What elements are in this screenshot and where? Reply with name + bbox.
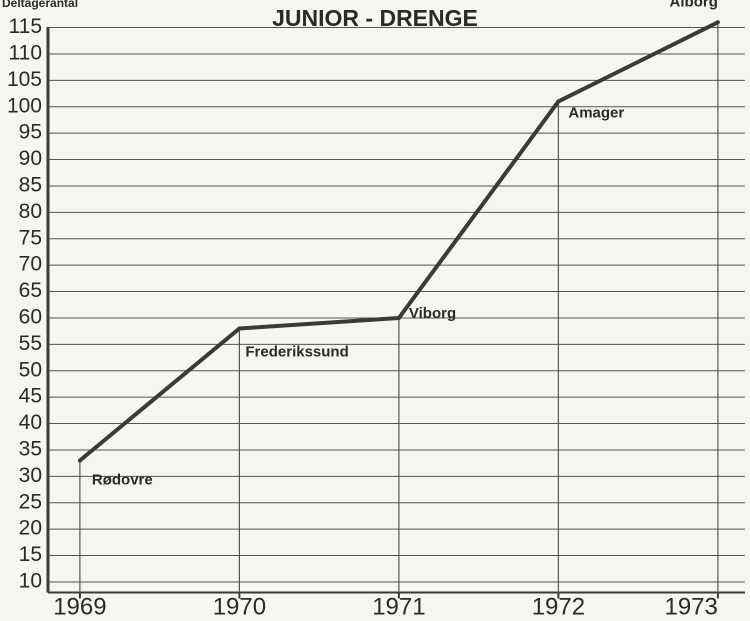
point: [77, 458, 82, 463]
x-tick-label: 1970: [213, 593, 266, 620]
x-tick-label: 1969: [53, 593, 106, 620]
point-label: Rødovre: [92, 471, 153, 488]
point: [396, 315, 401, 320]
point-label: Frederikssund: [245, 343, 348, 360]
y-tick-label: 85: [19, 174, 42, 197]
point-label: Viborg: [409, 305, 456, 322]
point-label: Amager: [568, 104, 624, 121]
point: [237, 326, 242, 331]
x-tick-label: 1972: [532, 593, 585, 620]
chart-title: JUNIOR - DRENGE: [272, 5, 478, 31]
y-tick-label: 10: [19, 569, 42, 592]
y-tick-label: 40: [19, 411, 42, 434]
y-tick-label: 75: [19, 226, 42, 249]
y-tick-label: 45: [19, 385, 42, 408]
y-tick-label: 25: [19, 490, 42, 513]
y-tick-label: 90: [19, 147, 42, 170]
point: [715, 20, 720, 25]
point-label: Alborg: [670, 0, 718, 10]
y-tick-label: 70: [19, 253, 42, 276]
y-tick-label: 35: [19, 437, 42, 460]
y-tick-label: 65: [19, 279, 42, 302]
y-tick-label: 80: [19, 200, 42, 223]
y-tick-label: 30: [19, 464, 42, 487]
y-tick-label: 115: [9, 15, 42, 38]
y-axis-label: Deltagerantal: [2, 0, 78, 10]
y-tick-label: 105: [7, 68, 42, 91]
y-tick-label: 55: [19, 332, 42, 355]
point: [556, 99, 561, 104]
y-tick-label: 100: [7, 94, 42, 117]
y-tick-label: 50: [19, 358, 42, 381]
y-tick-label: 60: [19, 305, 42, 328]
y-tick-label: 95: [19, 121, 42, 144]
y-tick-label: 110: [9, 42, 42, 65]
x-tick-label: 1973: [664, 593, 717, 620]
y-tick-label: 15: [19, 543, 42, 566]
y-tick-label: 20: [19, 517, 42, 540]
x-tick-label: 1971: [372, 593, 425, 620]
